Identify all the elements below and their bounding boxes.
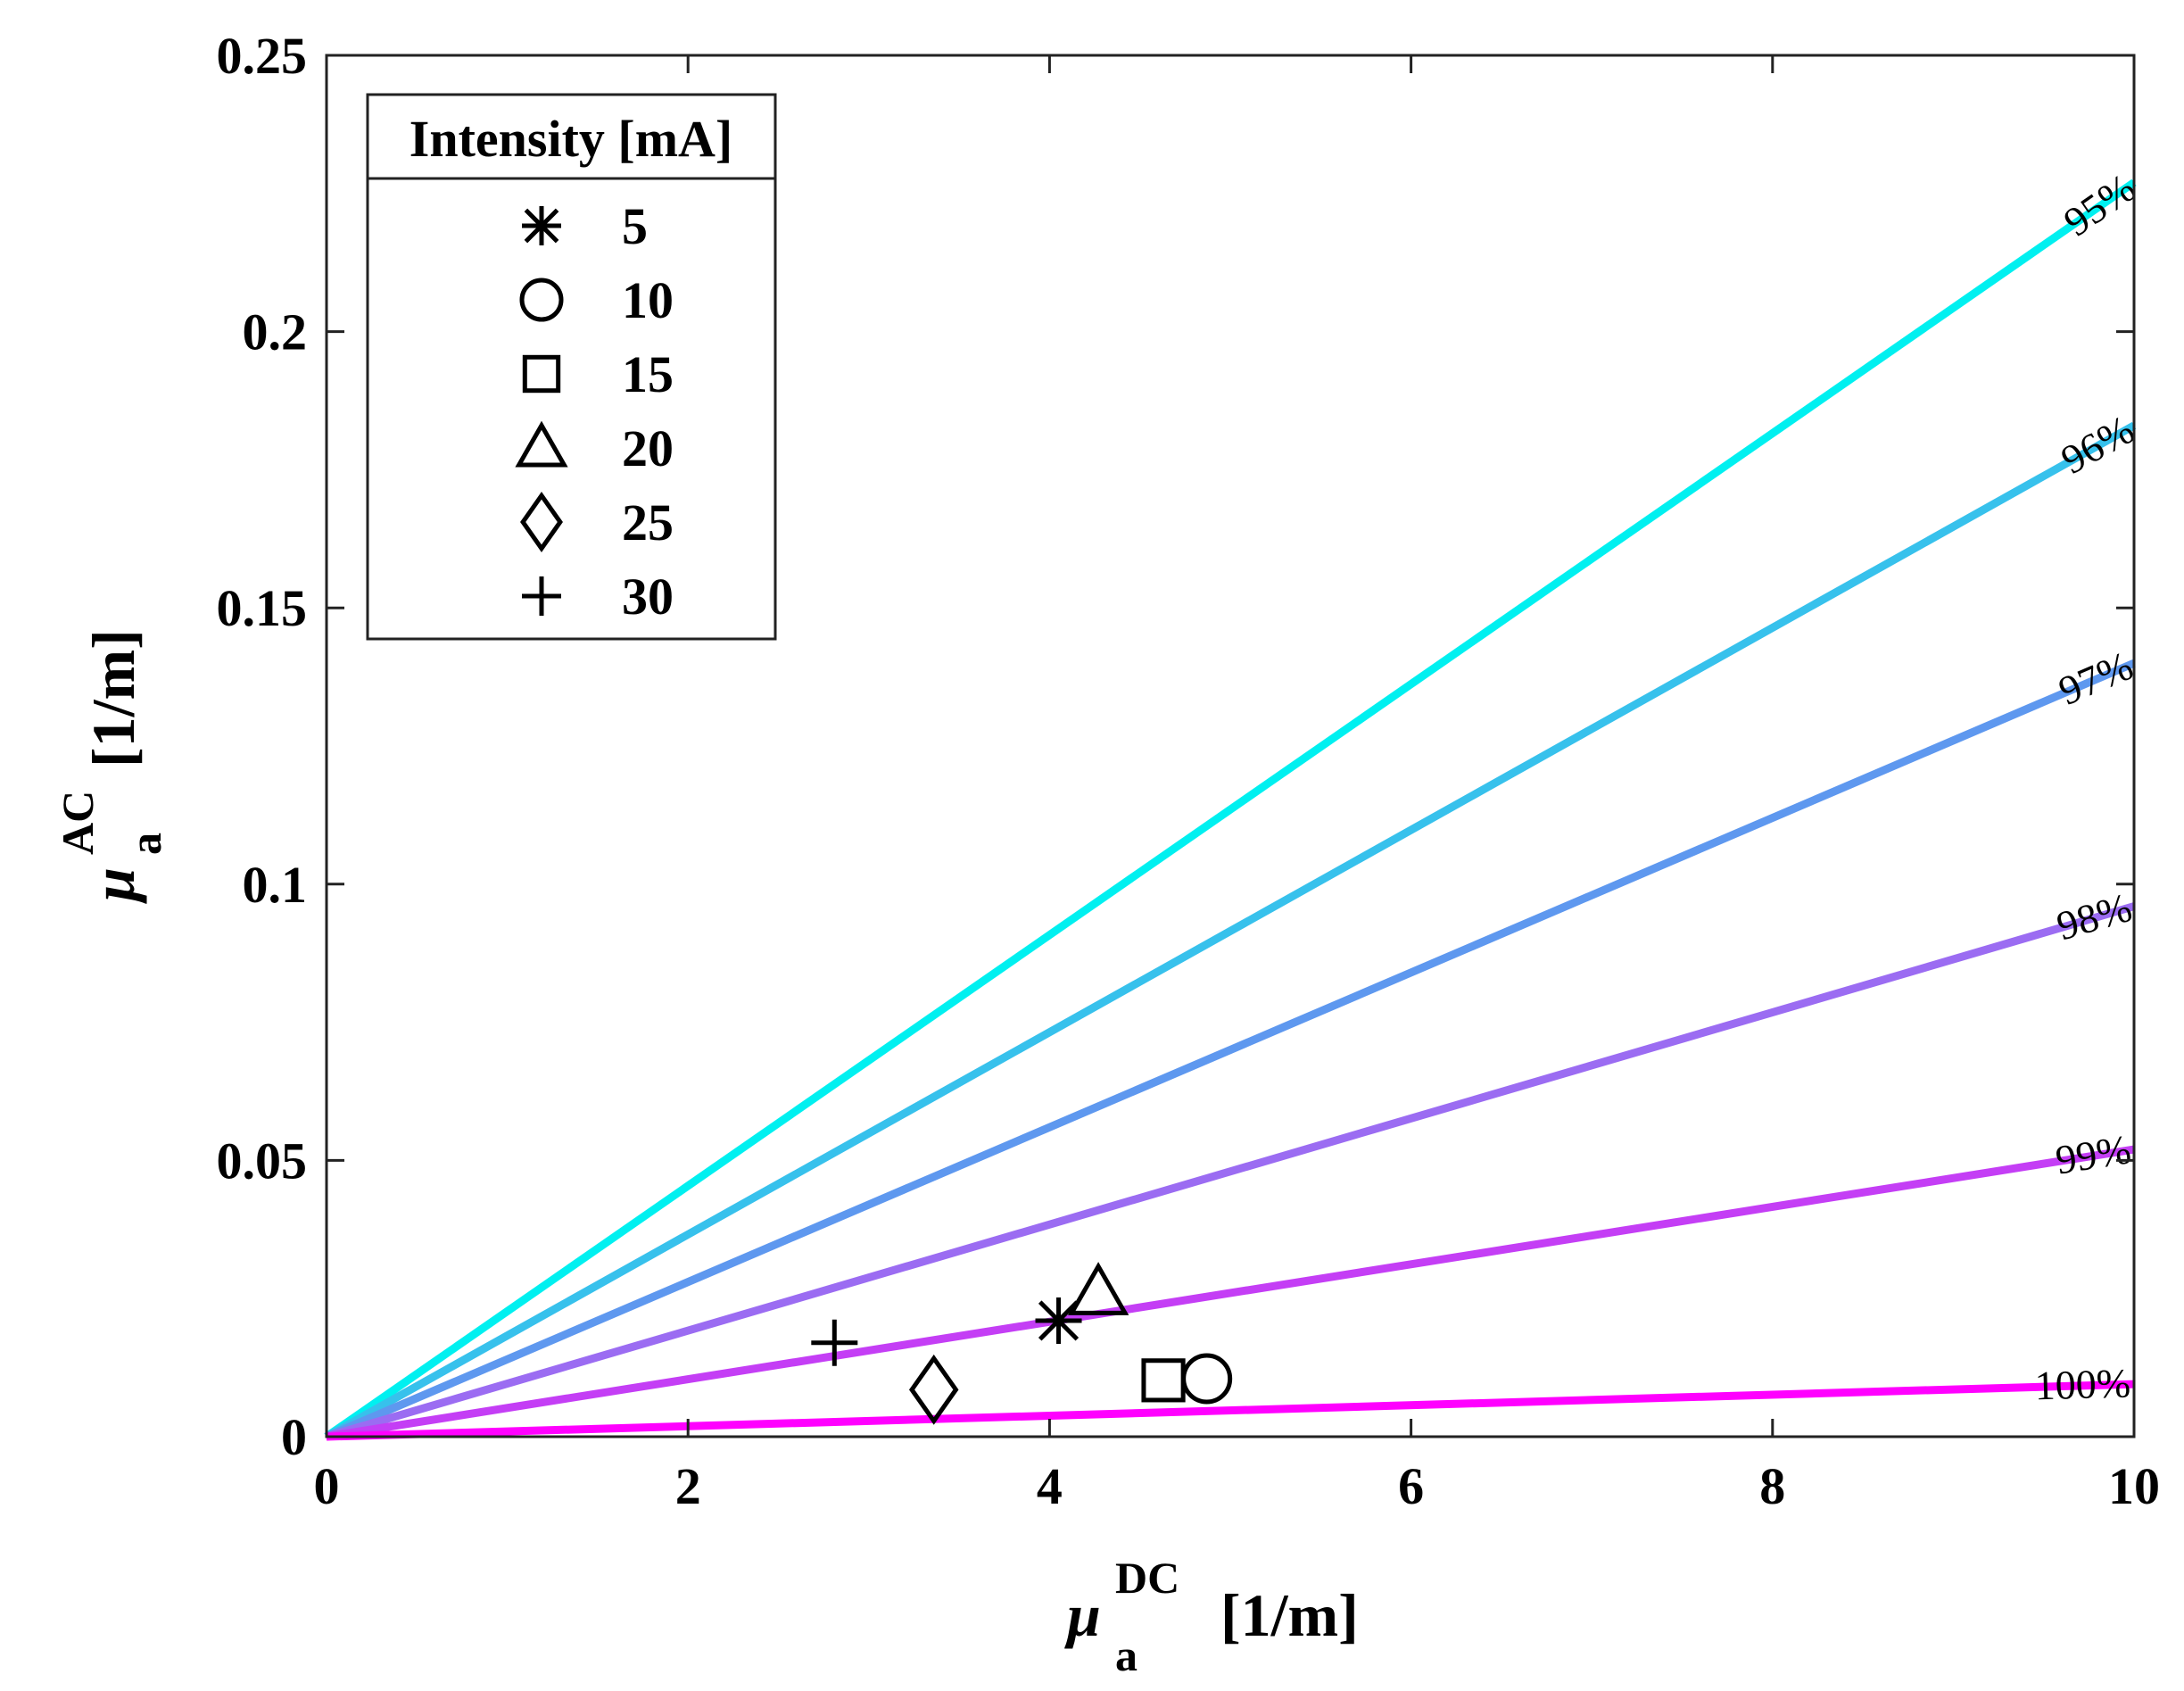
x-axis-ticks: 0 2 4 6 8 10 bbox=[314, 55, 2160, 1515]
reference-lines bbox=[324, 178, 2137, 1441]
reference-line-1 bbox=[324, 421, 2137, 1440]
legend-marker-plus bbox=[522, 576, 561, 616]
x-axis-label-subscript: a bbox=[1115, 1630, 1138, 1680]
legend-marker-diamond bbox=[520, 491, 563, 553]
y-tick-label: 0.25 bbox=[217, 27, 308, 85]
legend-marker-asterisk bbox=[522, 206, 561, 245]
data-markers bbox=[811, 1262, 1233, 1425]
legend-marker-triangle bbox=[515, 420, 568, 468]
legend-label: 20 bbox=[622, 419, 674, 477]
data-point-15mA-square bbox=[1141, 1358, 1186, 1403]
x-axis-label-symbol: μ bbox=[1064, 1581, 1101, 1649]
y-tick-label: 0.1 bbox=[243, 856, 308, 914]
legend-label: 15 bbox=[622, 345, 674, 403]
plot-frame bbox=[325, 54, 2136, 1438]
y-axis-label: μ AC a [1/m] bbox=[53, 629, 170, 904]
reference-line-3 bbox=[325, 902, 2136, 1441]
data-point-20mA-triangle bbox=[1067, 1262, 1129, 1315]
reference-line-5 bbox=[326, 1380, 2135, 1441]
legend-title: Intensity [mA] bbox=[410, 110, 732, 168]
data-point-25mA-diamond bbox=[908, 1354, 959, 1425]
y-axis-ticks: 0 0.05 0.1 0.15 0.2 0.25 bbox=[217, 27, 2134, 1466]
x-tick-label: 8 bbox=[1759, 1457, 1785, 1515]
x-axis-label-superscript: DC bbox=[1115, 1553, 1179, 1603]
legend-box bbox=[366, 93, 777, 641]
y-axis-label-superscript: AC bbox=[53, 791, 103, 855]
y-tick-label: 0.15 bbox=[217, 579, 308, 637]
legend-label: 25 bbox=[622, 493, 674, 551]
x-tick-label: 0 bbox=[314, 1457, 340, 1515]
x-tick-label: 10 bbox=[2108, 1457, 2160, 1515]
reference-line-label-5: 100% bbox=[2034, 1360, 2131, 1408]
data-point-30mA-plus bbox=[811, 1319, 858, 1366]
x-axis-label-unit: [1/m] bbox=[1220, 1581, 1359, 1649]
y-axis-label-symbol: μ bbox=[79, 867, 147, 904]
y-axis-label-subscript: a bbox=[120, 833, 170, 855]
reference-line-4 bbox=[326, 1145, 2135, 1441]
y-tick-label: 0 bbox=[281, 1408, 307, 1466]
y-axis-label-unit: [1/m] bbox=[79, 629, 147, 767]
legend-marker-circle bbox=[519, 278, 564, 322]
legend-entries: 5 10 15 20 25 30 bbox=[515, 197, 674, 626]
x-axis-label: μ DC a [1/m] bbox=[1064, 1553, 1359, 1680]
x-tick-label: 4 bbox=[1037, 1457, 1063, 1515]
x-tick-label: 2 bbox=[675, 1457, 701, 1515]
y-tick-label: 0.2 bbox=[243, 303, 308, 361]
axes: 0 2 4 6 8 10 0 0.05 0.1 0.15 0.2 0.25 bbox=[217, 27, 2161, 1515]
y-tick-label: 0.05 bbox=[217, 1131, 308, 1190]
legend-label: 5 bbox=[622, 197, 648, 255]
legend-label: 30 bbox=[622, 568, 674, 626]
legend-label: 10 bbox=[622, 271, 674, 329]
reference-line-2 bbox=[325, 659, 2136, 1441]
legend-marker-square bbox=[522, 354, 561, 394]
legend: Intensity [mA] 5 10 15 20 25 30 bbox=[366, 93, 777, 641]
reference-line-0 bbox=[324, 178, 2137, 1440]
data-point-5mA-asterisk bbox=[1035, 1297, 1082, 1344]
x-tick-label: 6 bbox=[1398, 1457, 1424, 1515]
